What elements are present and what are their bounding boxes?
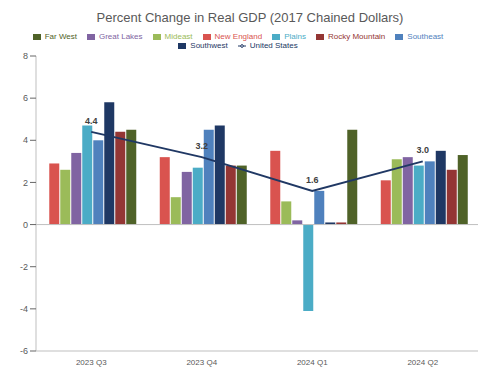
svg-text:4: 4	[23, 135, 28, 145]
html-text:Percent Change in Real GDP (20: Percent Change in Real GDP (2017 Chained…	[96, 10, 404, 25]
svg-text:2: 2	[23, 178, 28, 188]
svg-text:0: 0	[23, 220, 28, 230]
html-text:Southwest: Southwest	[190, 41, 228, 50]
svg-text:3.2: 3.2	[195, 141, 208, 151]
svg-text:8: 8	[23, 51, 28, 61]
html-text:Far West: Far West	[44, 32, 77, 41]
svg-text:4.4: 4.4	[85, 116, 98, 126]
svg-text:-6: -6	[20, 346, 28, 356]
html-text:Rocky Mountain: Rocky Mountain	[328, 32, 386, 41]
svg-text:6: 6	[23, 93, 28, 103]
svg-text:2023 Q4: 2023 Q4	[186, 358, 217, 367]
svg-text:-4: -4	[20, 304, 28, 314]
html-text:Mideast: Mideast	[164, 32, 193, 41]
html-text:United States: United States	[249, 41, 298, 50]
svg-text:1.6: 1.6	[306, 175, 319, 185]
svg-text:2023 Q3: 2023 Q3	[76, 358, 107, 367]
svg-text:3.0: 3.0	[416, 145, 429, 155]
svg-text:-2: -2	[20, 262, 28, 272]
html-text:Southeast: Southeast	[407, 32, 444, 41]
html-text:New England: New England	[214, 32, 263, 41]
svg-text:2024 Q1: 2024 Q1	[297, 358, 328, 367]
svg-text:2024 Q2: 2024 Q2	[407, 358, 438, 367]
html-text:Plains: Plains	[284, 32, 306, 41]
html-text:Great Lakes: Great Lakes	[99, 32, 143, 41]
